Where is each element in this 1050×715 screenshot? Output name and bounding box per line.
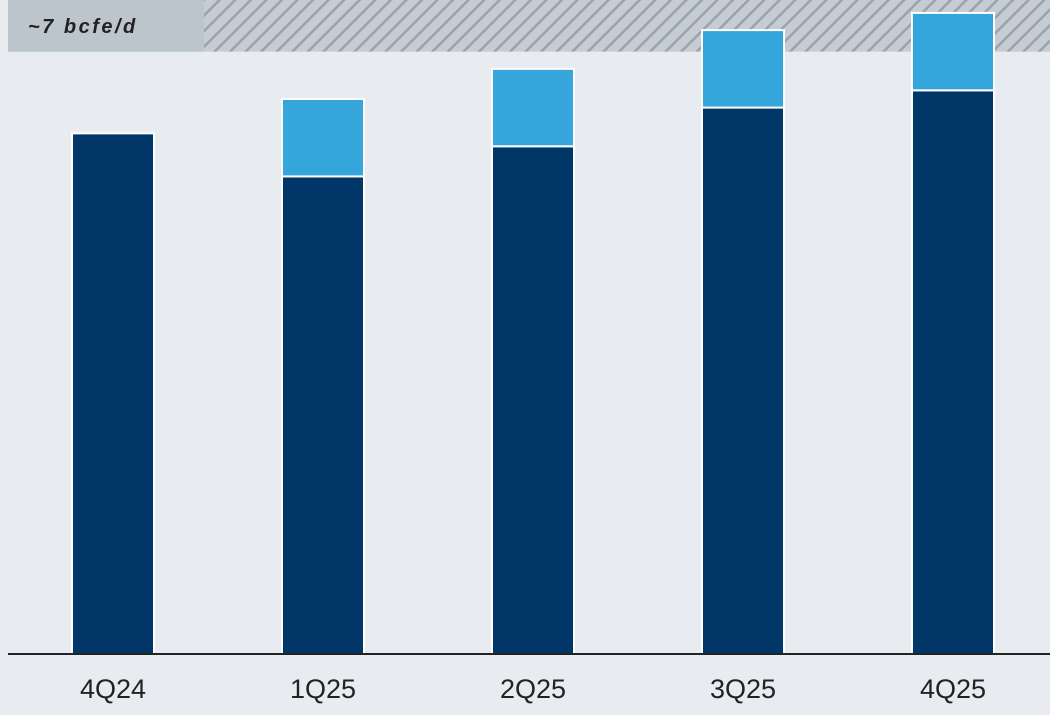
bar-segment-4Q25-increment [911,11,995,92]
target-band-layer: ~7 bcfe/d [8,0,1050,52]
bar-segment-1Q25-base [281,175,365,655]
x-tick-label: 1Q25 [290,674,356,704]
x-tick-label: 2Q25 [500,674,566,704]
bar-segment-4Q25-base [911,89,995,655]
bar-segment-3Q25-base [701,106,785,655]
target-band-label-box [8,0,204,52]
target-band-label: ~7 bcfe/d [28,16,138,38]
axis-layer: 4Q24 1Q25 2Q25 3Q25 4Q25 [8,653,1050,704]
bar-segment-1Q25-increment [281,97,365,178]
bar-segment-2Q25-increment [491,67,575,148]
bar-segment-2Q25-base [491,145,575,656]
bar-segment-4Q24-base [71,132,155,655]
x-tick-label: 4Q25 [920,674,986,704]
bars-layer [71,11,995,656]
x-tick-label: 3Q25 [710,674,776,704]
bar-segment-3Q25-increment [701,29,785,109]
x-tick-label: 4Q24 [80,674,146,704]
